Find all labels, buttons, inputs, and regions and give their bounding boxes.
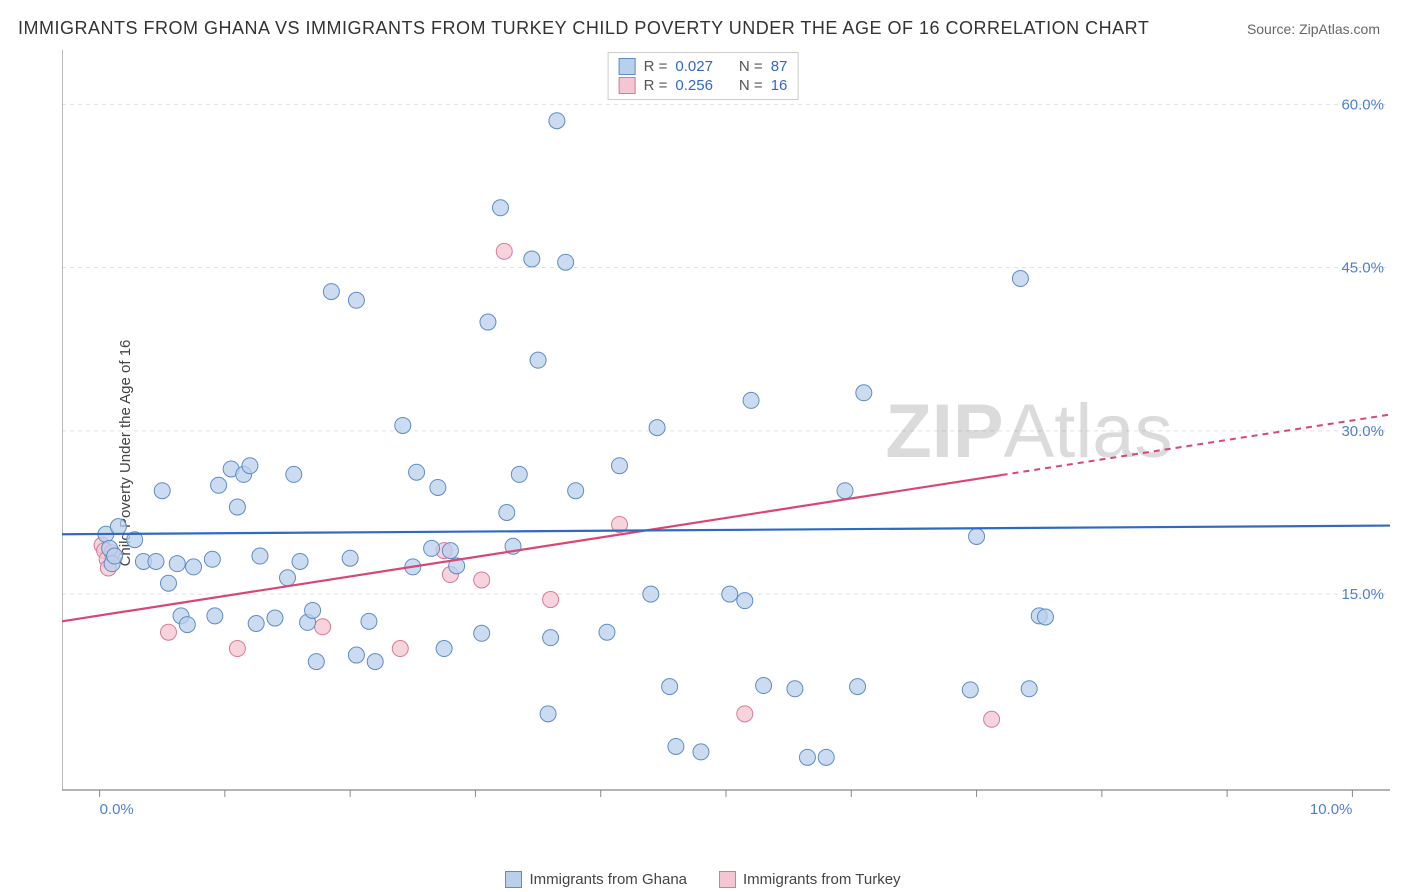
n-value: 16 [771,77,788,94]
ghana-swatch [505,871,522,888]
n-value: 87 [771,58,788,75]
turkey-swatch [619,77,636,94]
svg-text:10.0%: 10.0% [1310,801,1353,818]
r-label: R = [644,58,668,75]
ghana-swatch [619,58,636,75]
svg-text:ZIPAtlas: ZIPAtlas [885,389,1172,474]
chart-title: IMMIGRANTS FROM GHANA VS IMMIGRANTS FROM… [18,18,1149,39]
chart-area: Child Poverty Under the Age of 16 15.0%3… [48,50,1390,856]
turkey-swatch [719,871,736,888]
svg-text:45.0%: 45.0% [1341,260,1384,277]
source-attribution: Source: ZipAtlas.com [1247,21,1380,37]
n-label: N = [739,58,763,75]
svg-text:0.0%: 0.0% [100,801,134,818]
svg-text:30.0%: 30.0% [1341,423,1384,440]
scatter-plot: 15.0% 30.0% 45.0% 60.0% ZIPAtlas 0.0% 10.0% [62,50,1390,820]
stats-row-ghana: R = 0.027 N = 87 [619,57,788,76]
legend-label: Immigrants from Turkey [743,871,901,888]
svg-text:60.0%: 60.0% [1341,96,1384,113]
r-value: 0.256 [675,77,713,94]
stats-legend: R = 0.027 N = 87 R = 0.256 N = 16 [608,52,799,100]
r-value: 0.027 [675,58,713,75]
n-label: N = [739,77,763,94]
svg-text:15.0%: 15.0% [1341,586,1384,603]
series-legend: Immigrants from Ghana Immigrants from Tu… [0,871,1406,888]
legend-label: Immigrants from Ghana [529,871,687,888]
legend-item-ghana: Immigrants from Ghana [505,871,687,888]
stats-row-turkey: R = 0.256 N = 16 [619,76,788,95]
r-label: R = [644,77,668,94]
legend-item-turkey: Immigrants from Turkey [719,871,901,888]
